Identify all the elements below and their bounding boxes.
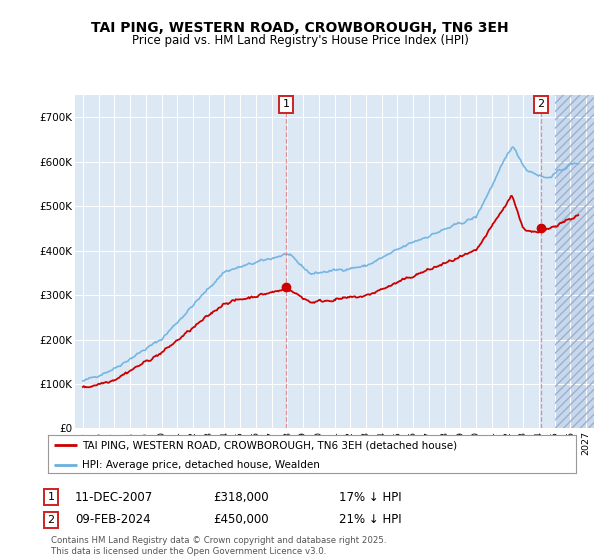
Bar: [554, 95, 594, 428]
Text: 2: 2: [47, 515, 55, 525]
Text: 11-DEC-2007: 11-DEC-2007: [75, 491, 153, 504]
Text: 17% ↓ HPI: 17% ↓ HPI: [339, 491, 401, 504]
Bar: [554, 95, 594, 428]
Text: 1: 1: [47, 492, 55, 502]
Text: Contains HM Land Registry data © Crown copyright and database right 2025.
This d: Contains HM Land Registry data © Crown c…: [51, 536, 386, 556]
Text: TAI PING, WESTERN ROAD, CROWBOROUGH, TN6 3EH (detached house): TAI PING, WESTERN ROAD, CROWBOROUGH, TN6…: [82, 440, 457, 450]
Text: 1: 1: [283, 99, 290, 109]
Text: 2: 2: [537, 99, 544, 109]
Text: Price paid vs. HM Land Registry's House Price Index (HPI): Price paid vs. HM Land Registry's House …: [131, 34, 469, 46]
Text: HPI: Average price, detached house, Wealden: HPI: Average price, detached house, Weal…: [82, 460, 320, 470]
Text: 21% ↓ HPI: 21% ↓ HPI: [339, 513, 401, 526]
Text: 09-FEB-2024: 09-FEB-2024: [75, 513, 151, 526]
Text: £318,000: £318,000: [213, 491, 269, 504]
Text: £450,000: £450,000: [213, 513, 269, 526]
Text: TAI PING, WESTERN ROAD, CROWBOROUGH, TN6 3EH: TAI PING, WESTERN ROAD, CROWBOROUGH, TN6…: [91, 21, 509, 35]
